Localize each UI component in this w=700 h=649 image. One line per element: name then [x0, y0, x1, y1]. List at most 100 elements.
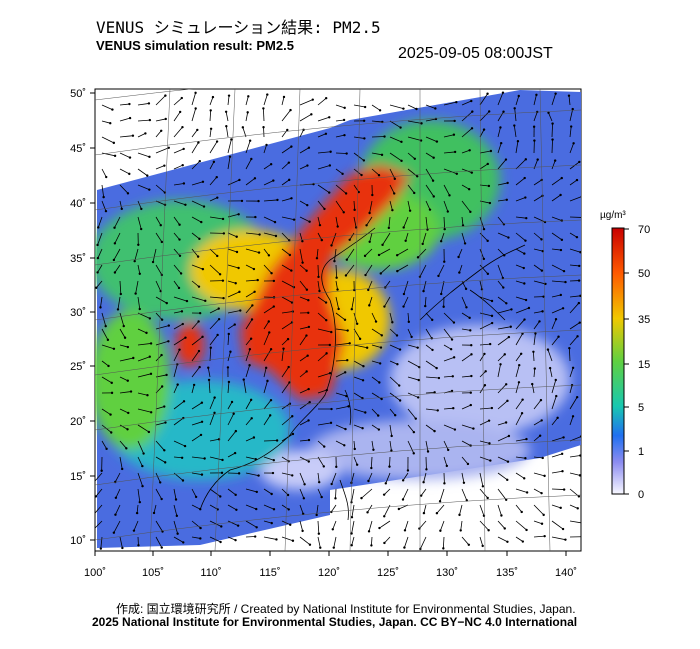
- wind-arrow-head: [318, 289, 321, 293]
- wind-arrow-head: [391, 321, 394, 324]
- wind-arrow-head: [424, 304, 427, 308]
- wind-arrow: [173, 349, 180, 362]
- wind-arrow-head: [212, 160, 216, 164]
- wind-arrow-head: [148, 188, 151, 191]
- wind-arrow-head: [178, 238, 181, 241]
- wind-arrow-head: [453, 150, 457, 154]
- wind-arrow-head: [575, 395, 579, 399]
- wind-arrow: [353, 168, 362, 176]
- wind-arrow: [351, 504, 355, 518]
- wind-arrow: [443, 424, 456, 430]
- wind-arrow-head: [525, 437, 528, 441]
- wind-arrow: [497, 264, 504, 279]
- wind-arrow-head: [578, 264, 581, 268]
- wind-arrow-head: [521, 398, 524, 401]
- wind-arrow: [227, 333, 230, 346]
- wind-arrow-head: [448, 194, 451, 197]
- wind-arrow: [263, 216, 276, 223]
- wind-arrow: [191, 296, 206, 302]
- wind-arrow-head: [320, 238, 324, 242]
- wind-arrow-head: [255, 490, 258, 494]
- wind-arrow-head: [233, 451, 237, 455]
- wind-arrow-head: [253, 177, 257, 180]
- wind-arrow-head: [238, 290, 241, 294]
- wind-arrow: [101, 440, 107, 450]
- wind-arrow-head: [165, 373, 168, 377]
- wind-arrow: [227, 430, 237, 442]
- wind-arrow-head: [213, 396, 216, 399]
- wind-arrow-head: [120, 467, 124, 471]
- wind-arrow-head: [328, 343, 332, 347]
- wind-arrow: [407, 344, 418, 349]
- lon-label: 120˚: [318, 567, 340, 579]
- wind-arrow-head: [519, 352, 523, 355]
- wind-arrow: [209, 520, 222, 527]
- wind-arrow-head: [104, 324, 107, 328]
- wind-arrow-head: [200, 220, 203, 224]
- wind-arrow: [263, 349, 272, 362]
- wind-arrow-head: [149, 372, 153, 376]
- legend-tick-label: 50: [638, 268, 650, 280]
- wind-arrow-head: [329, 150, 332, 153]
- wind-arrow-head: [437, 376, 441, 380]
- wind-arrow: [346, 248, 355, 260]
- wind-arrow: [114, 232, 121, 244]
- wind-arrow: [405, 232, 409, 241]
- wind-arrow: [137, 373, 152, 378]
- wind-arrow: [497, 92, 504, 106]
- wind-arrow-head: [567, 94, 571, 97]
- wind-arrow-head: [209, 109, 212, 112]
- wind-arrow: [384, 280, 391, 288]
- wind-arrow-head: [487, 529, 490, 532]
- wind-arrow: [425, 104, 436, 109]
- wind-arrow-head: [288, 381, 291, 384]
- wind-arrow-head: [524, 158, 528, 161]
- wind-arrow-head: [486, 239, 489, 243]
- wind-arrow: [335, 488, 337, 499]
- wind-arrow: [551, 139, 553, 154]
- wind-arrow-head: [343, 318, 347, 321]
- wind-arrow-head: [256, 278, 259, 282]
- wind-arrow: [515, 307, 530, 314]
- wind-arrow-head: [576, 507, 579, 510]
- wind-arrow: [398, 504, 409, 510]
- wind-arrow-head: [371, 193, 374, 197]
- wind-arrow: [209, 197, 218, 202]
- wind-arrow-head: [402, 107, 405, 110]
- wind-arrow-head: [432, 195, 435, 198]
- wind-arrow: [335, 440, 345, 446]
- wind-arrow-head: [270, 492, 273, 496]
- wind-arrow: [497, 354, 506, 362]
- wind-arrow: [569, 216, 581, 218]
- wind-arrow: [440, 232, 445, 242]
- wind-arrow-head: [378, 526, 381, 530]
- wind-arrow-head: [360, 173, 363, 177]
- wind-arrow-head: [132, 529, 136, 532]
- wind-arrow: [317, 328, 332, 333]
- wind-arrow-head: [270, 521, 273, 525]
- wind-arrow-head: [330, 407, 333, 411]
- wind-arrow: [137, 216, 142, 230]
- wind-arrow-head: [112, 258, 116, 262]
- wind-arrow: [155, 118, 166, 122]
- wind-arrow: [533, 333, 536, 346]
- wind-arrow: [173, 216, 180, 225]
- wind-arrow: [497, 309, 512, 314]
- wind-arrow: [191, 520, 201, 529]
- wind-arrow-head: [469, 329, 472, 332]
- wind-arrow-head: [147, 102, 151, 105]
- wind-arrow-head: [520, 510, 523, 514]
- wind-arrow: [515, 319, 525, 330]
- wind-arrow-head: [232, 412, 235, 415]
- wind-arrow-head: [148, 118, 152, 122]
- wind-arrow: [137, 133, 146, 138]
- wind-arrow: [209, 438, 220, 442]
- wind-arrow: [317, 232, 323, 241]
- wind-arrow: [368, 472, 373, 482]
- wind-arrow: [371, 360, 381, 364]
- wind-arrow-head: [489, 149, 493, 153]
- wind-arrow: [389, 152, 402, 162]
- wind-arrow-head: [364, 411, 367, 414]
- wind-arrow-head: [556, 416, 559, 420]
- wind-arrow: [407, 328, 412, 338]
